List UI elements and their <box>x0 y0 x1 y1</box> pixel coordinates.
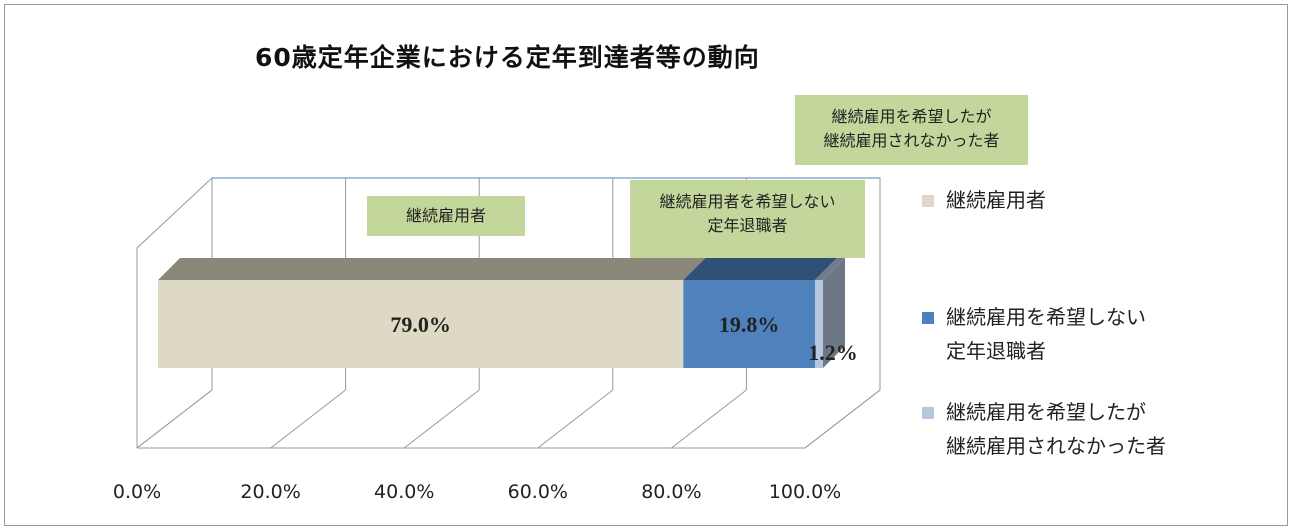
x-tick-label: 100.0% <box>769 481 841 503</box>
bar-top <box>683 258 838 280</box>
annotation: 継続雇用者 <box>367 196 525 236</box>
x-tick-label: 20.0% <box>240 481 300 503</box>
annotation: 継続雇用を希望したが 継続雇用されなかった者 <box>795 95 1028 165</box>
bar-side <box>823 258 845 368</box>
value-label: 79.0% <box>390 312 451 337</box>
chart-frame <box>4 4 1288 526</box>
floor <box>137 389 881 449</box>
legend-label: 継続雇用を希望したが 継続雇用されなかった者 <box>946 400 1166 458</box>
legend-label: 継続雇用者 <box>946 188 1046 212</box>
bar <box>683 280 816 368</box>
annotation: 継続雇用者を希望しない 定年退職者 <box>630 180 865 258</box>
bar <box>815 280 823 368</box>
grid-line <box>804 389 881 449</box>
grid-line <box>136 389 213 449</box>
x-tick-label: 40.0% <box>374 481 434 503</box>
value-label: 19.8% <box>719 312 780 337</box>
legend-swatch <box>922 407 934 419</box>
x-tick-label: 60.0% <box>508 481 568 503</box>
x-tick-label: 0.0% <box>113 481 161 503</box>
grid-line <box>270 389 346 449</box>
chart-title: 60歳定年企業における定年到達者等の動向 <box>255 43 760 72</box>
legend-swatch <box>922 195 934 207</box>
bar <box>158 280 684 368</box>
grid-line <box>537 389 614 449</box>
legend-swatch <box>922 312 934 324</box>
value-label: 1.2% <box>808 340 858 365</box>
grid-line <box>671 389 747 449</box>
x-tick-label: 80.0% <box>641 481 701 503</box>
bar-top <box>815 258 845 280</box>
legend-label: 継続雇用を希望しない 定年退職者 <box>946 305 1146 363</box>
grid-line <box>403 389 480 449</box>
bar-top <box>158 258 706 280</box>
